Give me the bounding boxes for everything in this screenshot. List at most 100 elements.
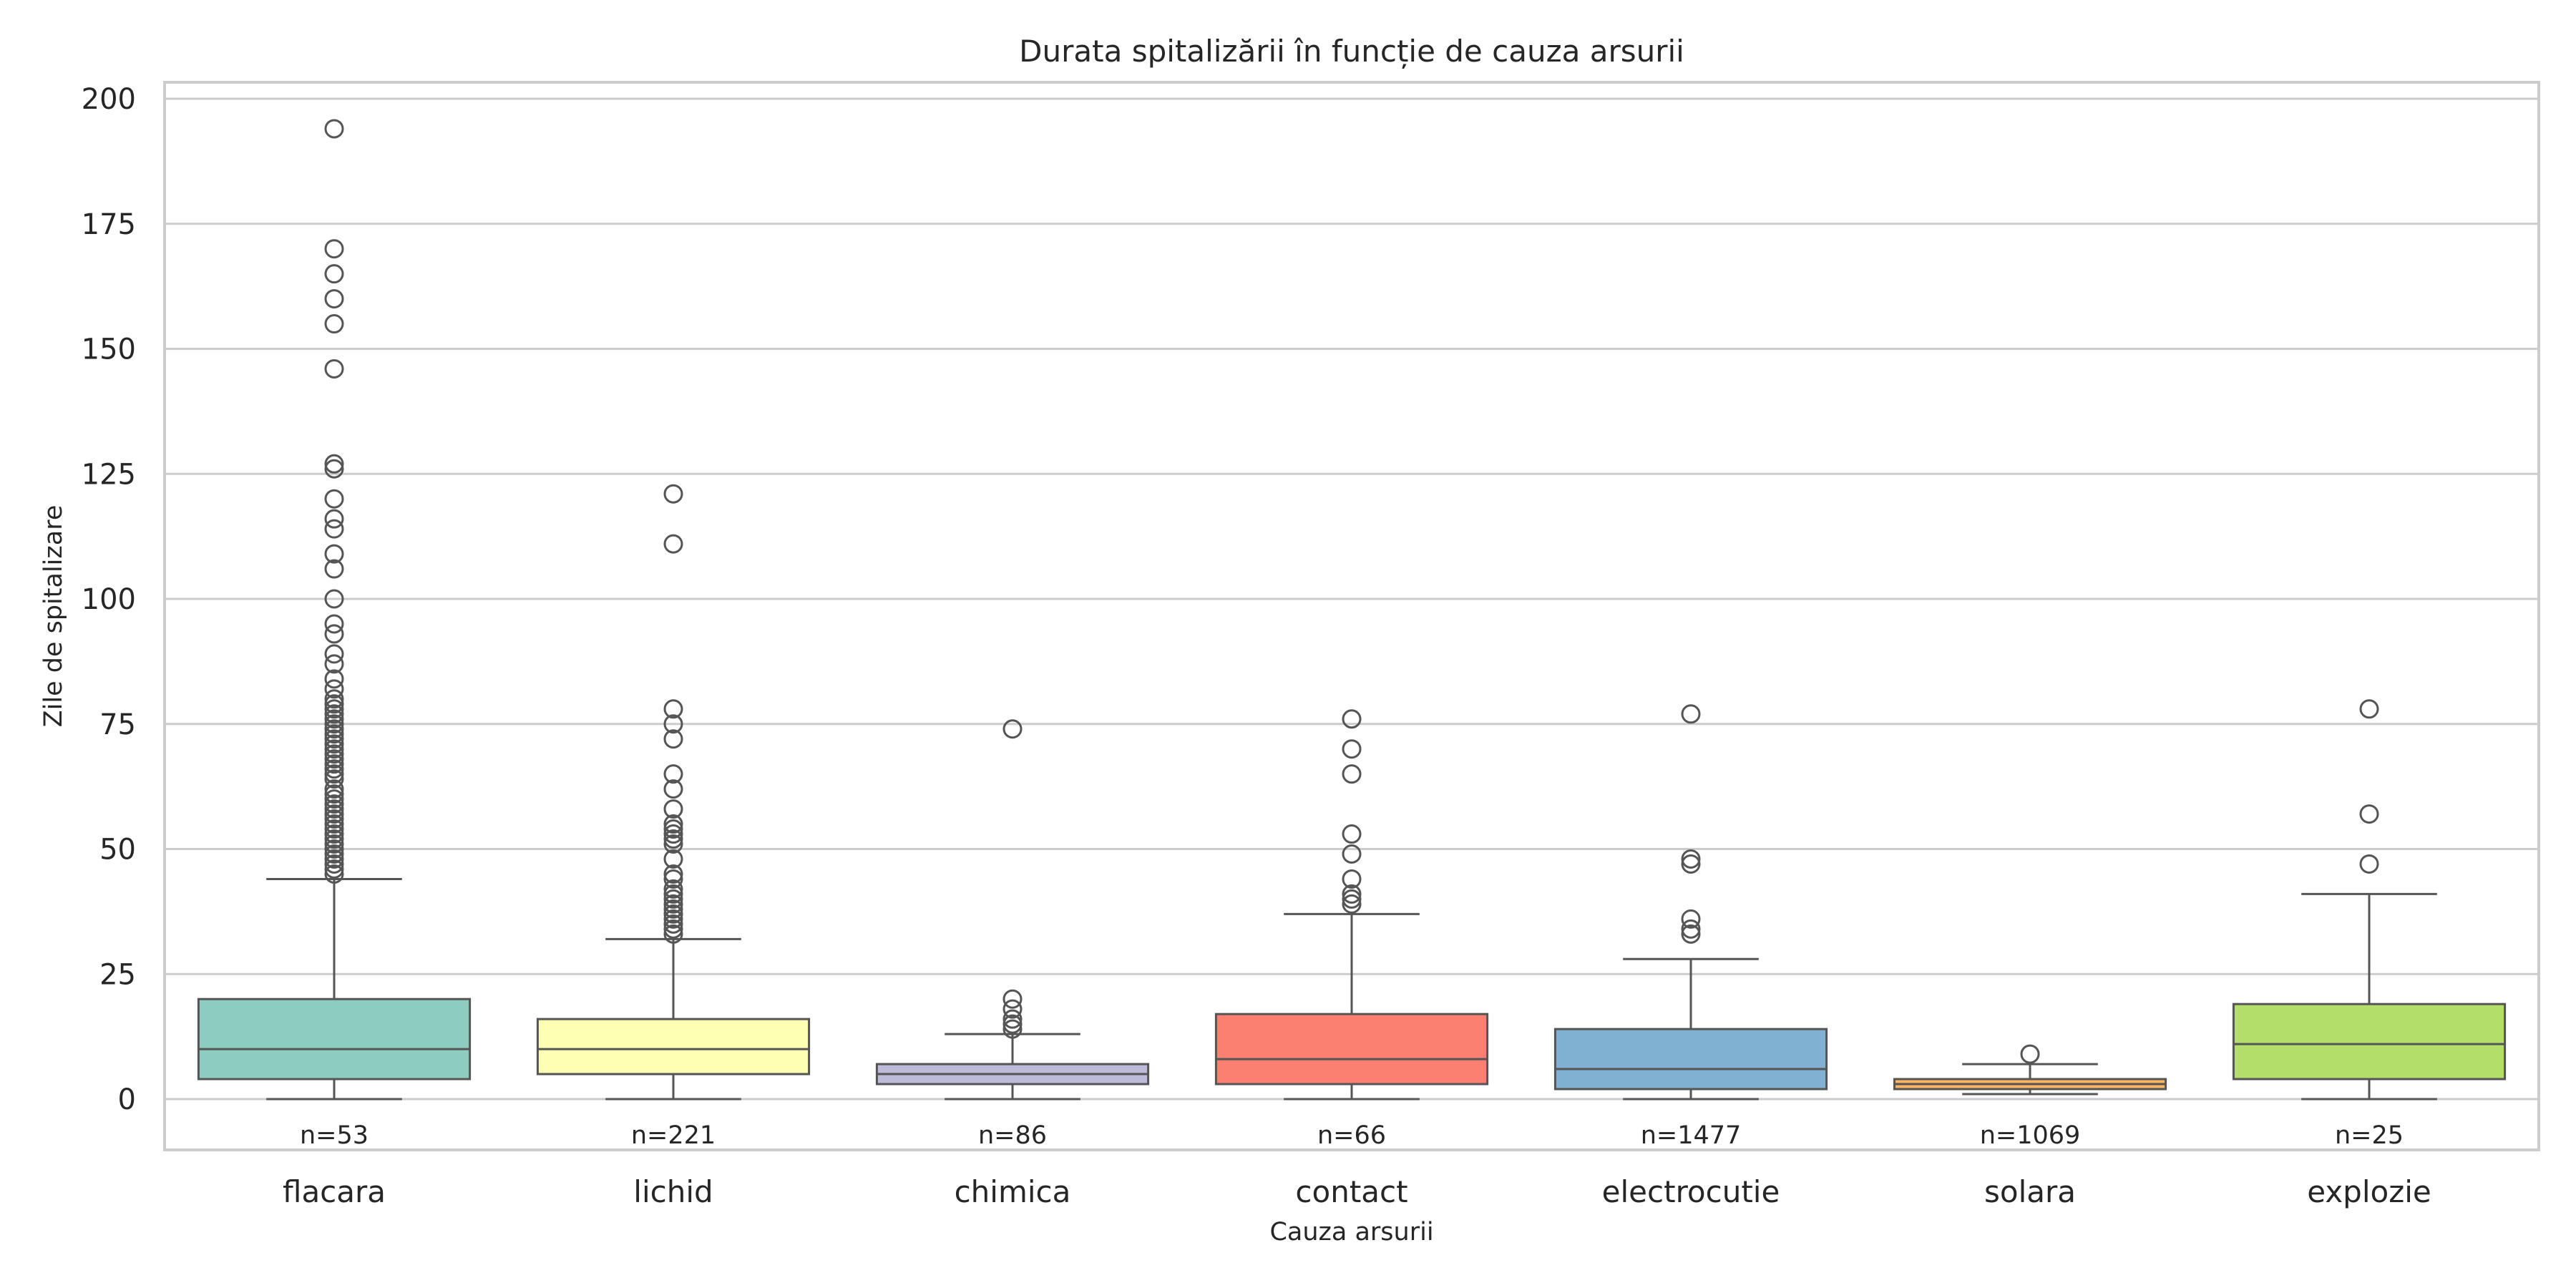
outlier-point [324,839,344,859]
outlier-point [324,849,344,869]
outlier-point [663,714,683,734]
outlier-point [324,794,344,814]
outlier-point [2359,699,2379,719]
outlier-point [1002,1009,1023,1029]
outlier-point [324,644,344,664]
x-tick-label-solara: solara [1984,1174,2076,1209]
outlier-point [324,289,344,309]
outlier-point [324,834,344,854]
outlier-point [663,814,683,834]
box-electrocutie [1553,1028,1828,1091]
outlier-point [663,824,683,844]
outlier-point [1002,989,1023,1009]
y-tick-label: 50 [99,834,136,867]
y-tick-labels: 0 25 50 75 100 125 150 175 200 [82,83,136,1116]
y-tick-label: 150 [82,333,136,366]
outlier-point [324,489,344,509]
outlier-point [1681,919,1701,939]
outlier-point [663,699,683,719]
outlier-point [1342,824,1362,844]
outlier-point [663,894,683,914]
outlier-point [324,779,344,799]
outlier-point [663,879,683,899]
outlier-point [1342,889,1362,909]
count-label-lichid: n=221 [631,1121,716,1150]
outlier-point [324,824,344,844]
outlier-point [663,849,683,869]
outlier-point [663,729,683,749]
outlier-point [324,264,344,284]
outlier-point [1342,884,1362,904]
outlier-point [1002,719,1023,739]
count-label-contact: n=66 [1317,1121,1386,1150]
outlier-point [1342,844,1362,864]
plot-frame [163,81,2540,1151]
outlier-point [324,734,344,754]
outlier-point [324,729,344,749]
outlier-point [2359,854,2379,874]
outlier-point [324,709,344,729]
outlier-point [324,724,344,744]
count-label-flacara: n=53 [300,1121,369,1150]
outlier-point [324,814,344,834]
outlier-point [663,829,683,849]
outlier-point [324,704,344,724]
outlier-point [324,829,344,849]
outlier-point [2359,804,2379,824]
box-group-explozie: n=25 [2232,699,2507,1150]
box-group-contact: n=66 [1214,709,1489,1150]
outlier-point [324,759,344,779]
y-tick-label: 125 [82,458,136,491]
outlier-point [324,314,344,334]
outlier-point [1681,704,1701,724]
outlier-point [324,679,344,699]
outlier-point [1681,924,1701,944]
outlier-point [324,614,344,634]
outlier-point [324,509,344,529]
x-tick-labels: flacara lichid chimica contact electrocutie s… [283,1174,2431,1209]
outlier-point [324,789,344,809]
outlier-point [1002,1019,1023,1039]
outlier-point [1681,849,1701,869]
outlier-point [1342,709,1362,729]
y-tick-label: 175 [82,208,136,241]
y-tick-label: 200 [82,83,136,116]
outlier-point [663,834,683,854]
count-label-electrocutie: n=1477 [1641,1121,1742,1150]
outlier-point [663,869,683,889]
y-tick-label: 25 [99,958,136,991]
outlier-point [324,744,344,764]
boxes: n=53 n=221 n=86 n=66 n=1477 n=1069 n=25 [197,119,2507,1150]
box-flacara [197,997,472,1080]
box-group-electrocutie: n=1477 [1553,704,1828,1150]
outlier-point [1342,739,1362,759]
outlier-point [324,239,344,259]
outlier-point [663,884,683,904]
outlier-point [663,919,683,939]
outlier-point [324,654,344,674]
y-axis-label: Zile de spitalizare [39,505,68,728]
outlier-point [324,804,344,824]
outlier-point [1002,999,1023,1019]
outlier-point [324,694,344,714]
outlier-point [324,854,344,874]
outlier-point [1342,894,1362,914]
count-label-explozie: n=25 [2335,1121,2404,1150]
outlier-point [324,699,344,719]
outlier-point [1342,869,1362,889]
box-group-chimica: n=86 [875,719,1150,1150]
outlier-point [324,784,344,804]
count-label-solara: n=1069 [1980,1121,2081,1150]
x-tick-label-contact: contact [1295,1174,1407,1209]
outlier-point [663,819,683,839]
outlier-point [324,519,344,539]
outlier-point [663,924,683,944]
box-explozie [2232,1002,2507,1080]
outlier-point [324,754,344,774]
outlier-point [663,484,683,504]
outlier-point [324,559,344,579]
outlier-point [324,859,344,879]
outlier-point [324,589,344,609]
outlier-point [324,864,344,884]
